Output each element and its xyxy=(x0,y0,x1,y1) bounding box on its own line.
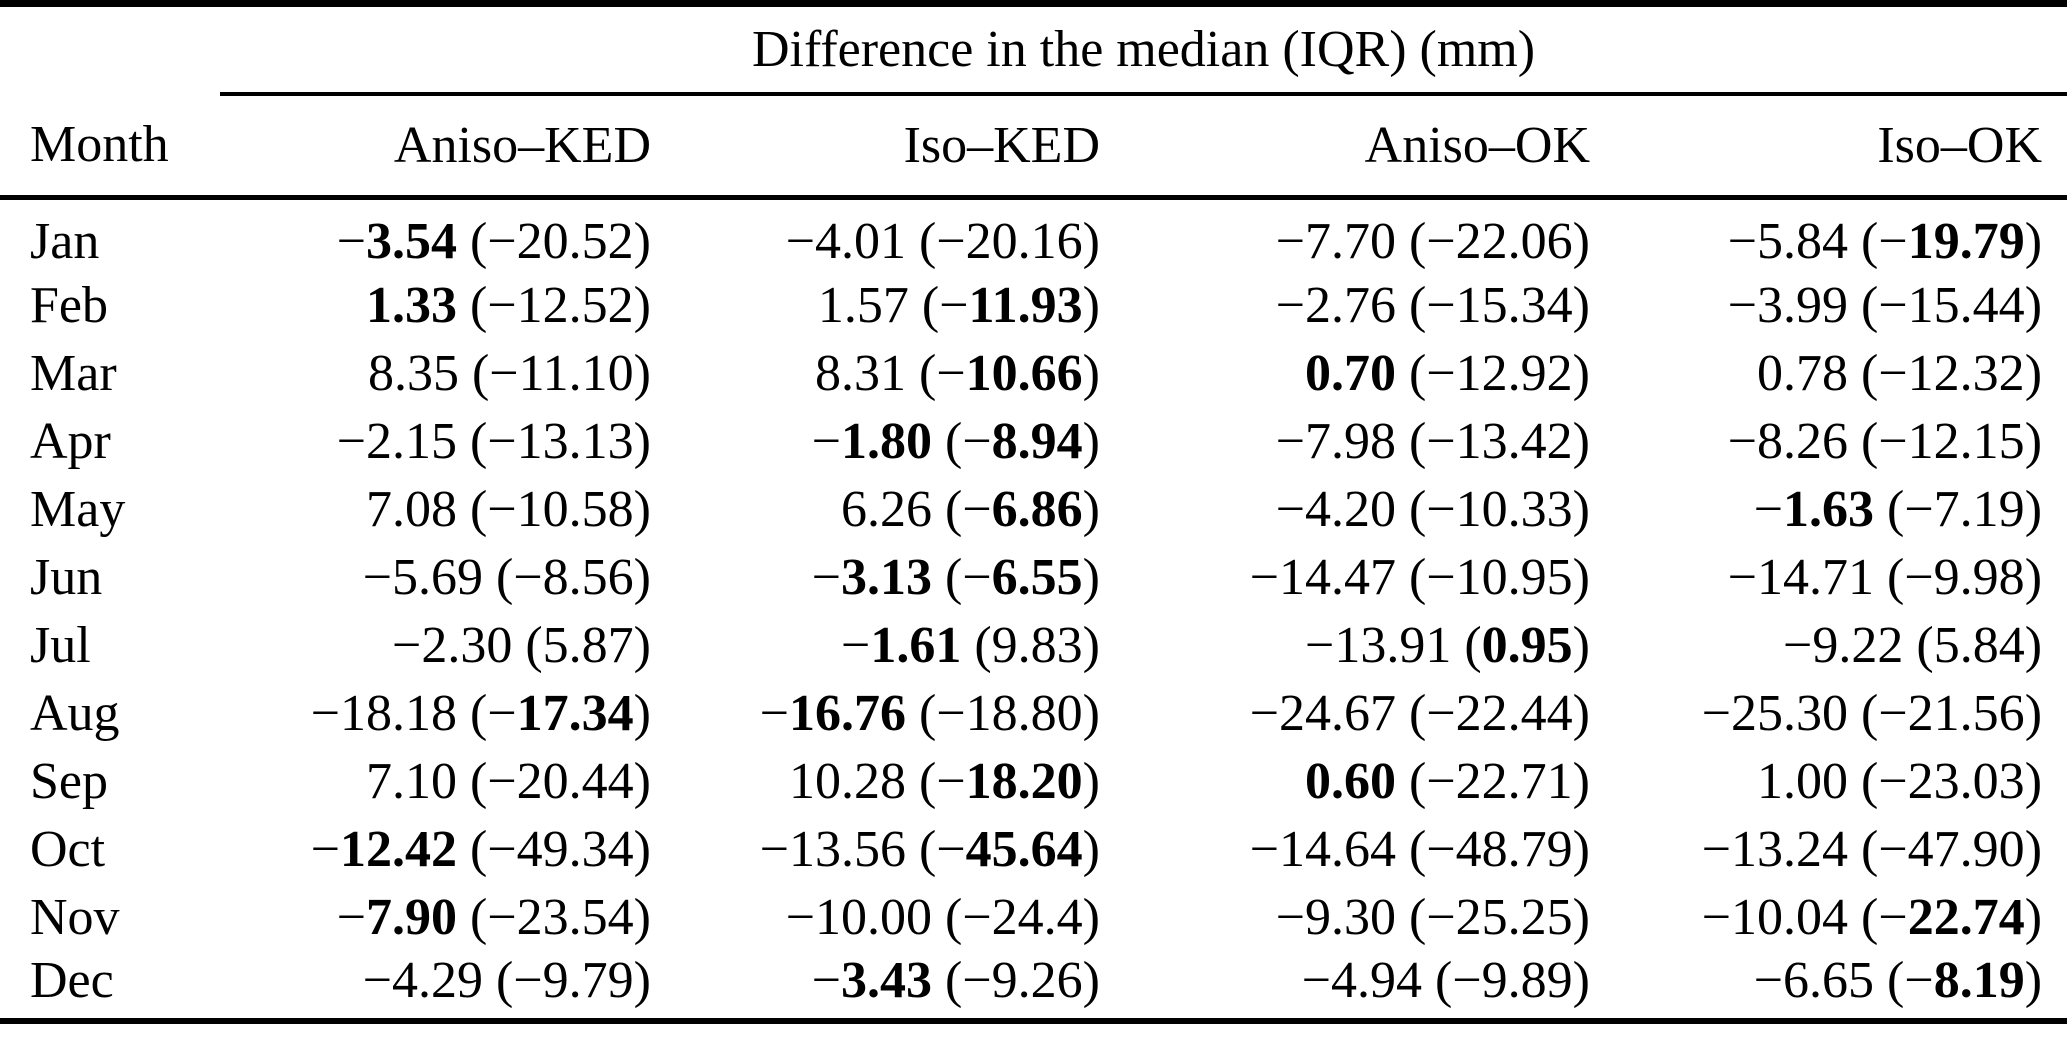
median-iqr-cell: −13.91 (0.95) xyxy=(1305,616,1590,674)
column-header-aniso-ok: Aniso–OK xyxy=(1125,93,1615,200)
table-row: Nov −7.90 (−23.54) −10.00 (−24.4) −9.30 (−2… xyxy=(0,883,2067,951)
median-iqr-cell: 8.31 (−10.66) xyxy=(815,344,1100,402)
spanning-header-row: Difference in the median (IQR) (mm) xyxy=(0,3,2067,96)
table-row: Sep 7.10 (−20.44) 10.28 (−18.20) 0.60 (−22.… xyxy=(0,747,2067,815)
median-iqr-cell: −10.00 (−24.4) xyxy=(785,888,1100,946)
median-iqr-cell: −3.99 (−15.44) xyxy=(1727,276,2043,334)
median-iqr-cell: 7.08 (−10.58) xyxy=(366,480,651,538)
column-header-aniso-ked: Aniso–KED xyxy=(220,93,676,200)
median-iqr-cell: 1.00 (−23.03) xyxy=(1757,752,2043,810)
table-row: Jun −5.69 (−8.56) −3.13 (−6.55) −14.47 (−10… xyxy=(0,543,2067,611)
month-cell: Jun xyxy=(30,548,103,606)
median-iqr-cell: −25.30 (−21.56) xyxy=(1701,684,2043,742)
median-iqr-cell: −8.26 (−12.15) xyxy=(1727,412,2043,470)
month-cell: Jul xyxy=(30,616,91,674)
table-row: Dec −4.29 (−9.79) −3.43 (−9.26) −4.94 (−9.8… xyxy=(0,951,2067,1021)
month-cell: Apr xyxy=(30,412,111,470)
table-row: Feb 1.33 (−12.52) 1.57 (−11.93) −2.76 (−15.… xyxy=(0,271,2067,339)
table-row: Oct −12.42 (−49.34) −13.56 (−45.64) −14.64 … xyxy=(0,815,2067,883)
median-iqr-cell: −14.64 (−48.79) xyxy=(1249,820,1590,878)
median-iqr-cell: −7.90 (−23.54) xyxy=(336,888,651,946)
table-body: Jan −3.54 (−20.52) −4.01 (−20.16) −7.70 (−2… xyxy=(0,198,2067,1022)
median-iqr-cell: −1.61 (9.83) xyxy=(841,616,1100,674)
month-cell: Sep xyxy=(30,752,108,810)
median-iqr-cell: −1.63 (−7.19) xyxy=(1753,480,2043,538)
median-iqr-cell: −18.18 (−17.34) xyxy=(310,684,651,742)
median-iqr-cell: −4.94 (−9.89) xyxy=(1301,952,1590,1009)
month-cell: Mar xyxy=(30,344,117,402)
median-iqr-cell: 8.35 (−11.10) xyxy=(367,344,651,402)
median-iqr-cell: 6.26 (−6.86) xyxy=(841,480,1100,538)
median-iqr-cell: −6.65 (−8.19) xyxy=(1753,952,2043,1009)
median-iqr-cell: 0.70 (−12.92) xyxy=(1305,344,1590,402)
month-cell: Nov xyxy=(30,888,120,946)
median-iqr-cell: 1.33 (−12.52) xyxy=(366,276,651,334)
median-iqr-cell: 0.78 (−12.32) xyxy=(1757,344,2043,402)
median-iqr-cell: 7.10 (−20.44) xyxy=(366,752,651,810)
median-iqr-cell: −2.76 (−15.34) xyxy=(1275,276,1590,334)
table-row: Jul −2.30 (5.87) −1.61 (9.83) −13.91 (0.95)… xyxy=(0,611,2067,679)
median-iqr-cell: 10.28 (−18.20) xyxy=(789,752,1100,810)
median-iqr-cell: −2.15 (−13.13) xyxy=(336,412,651,470)
median-iqr-cell: −5.84 (−19.79) xyxy=(1727,213,2043,270)
column-header-row: Month Aniso–KED Iso–KED Aniso–OK Iso–OK xyxy=(0,93,2067,200)
column-header-iso-ok: Iso–OK xyxy=(1615,93,2067,200)
median-iqr-cell: −4.29 (−9.79) xyxy=(362,952,651,1009)
table-row: Apr −2.15 (−13.13) −1.80 (−8.94) −7.98 (−13… xyxy=(0,407,2067,475)
median-iqr-cell: −7.98 (−13.42) xyxy=(1275,412,1590,470)
median-iqr-cell: 0.60 (−22.71) xyxy=(1305,752,1590,810)
median-iqr-cell: −14.47 (−10.95) xyxy=(1249,548,1590,606)
column-header-month: Month xyxy=(0,93,220,200)
table-row: Mar 8.35 (−11.10) 8.31 (−10.66) 0.70 (−12.9… xyxy=(0,339,2067,407)
median-iqr-difference-table: Difference in the median (IQR) (mm) Mont… xyxy=(0,0,2067,1024)
month-cell: Dec xyxy=(30,952,114,1009)
table-row: May 7.08 (−10.58) 6.26 (−6.86) −4.20 (−10.3… xyxy=(0,475,2067,543)
column-header-iso-ked: Iso–KED xyxy=(676,93,1125,200)
median-iqr-cell: −4.01 (−20.16) xyxy=(785,213,1100,270)
month-cell: Jan xyxy=(30,213,100,270)
median-iqr-cell: 1.57 (−11.93) xyxy=(817,276,1100,334)
median-iqr-cell: −5.69 (−8.56) xyxy=(362,548,651,606)
table-row: Jan −3.54 (−20.52) −4.01 (−20.16) −7.70 (−2… xyxy=(0,198,2067,272)
median-iqr-cell: −9.22 (5.84) xyxy=(1783,616,2043,674)
median-iqr-cell: −3.54 (−20.52) xyxy=(336,213,651,270)
month-cell: Feb xyxy=(30,276,108,334)
month-cell: May xyxy=(30,480,126,538)
median-iqr-cell: −1.80 (−8.94) xyxy=(811,412,1100,470)
median-iqr-cell: −13.24 (−47.90) xyxy=(1701,820,2043,878)
median-iqr-cell: −7.70 (−22.06) xyxy=(1275,213,1590,270)
median-iqr-cell: −13.56 (−45.64) xyxy=(759,820,1100,878)
median-iqr-cell: −2.30 (5.87) xyxy=(392,616,651,674)
median-iqr-cell: −10.04 (−22.74) xyxy=(1701,888,2043,946)
spanning-header-title: Difference in the median (IQR) (mm) xyxy=(220,3,2067,96)
median-iqr-cell: −9.30 (−25.25) xyxy=(1275,888,1590,946)
month-cell: Aug xyxy=(30,684,120,742)
median-iqr-cell: −14.71 (−9.98) xyxy=(1727,548,2043,606)
spanning-header-spacer xyxy=(0,4,220,94)
median-iqr-cell: −16.76 (−18.80) xyxy=(759,684,1100,742)
median-iqr-cell: −3.43 (−9.26) xyxy=(811,952,1100,1009)
median-iqr-cell: −12.42 (−49.34) xyxy=(310,820,651,878)
median-iqr-cell: −24.67 (−22.44) xyxy=(1249,684,1590,742)
median-iqr-cell: −4.20 (−10.33) xyxy=(1275,480,1590,538)
month-cell: Oct xyxy=(30,820,106,878)
table-row: Aug −18.18 (−17.34) −16.76 (−18.80) −24.67 … xyxy=(0,679,2067,747)
median-iqr-cell: −3.13 (−6.55) xyxy=(811,548,1100,606)
